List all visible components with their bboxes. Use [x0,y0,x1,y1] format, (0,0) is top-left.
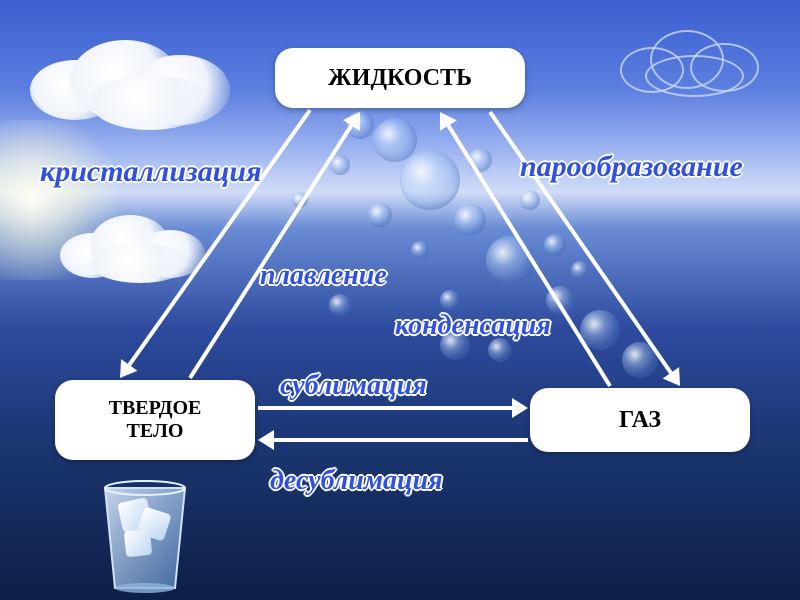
node-gas-label: ГАЗ [619,407,661,434]
bubble [373,118,417,162]
bubble [329,294,351,316]
label-condensation: конденсация [395,310,551,342]
bubble [440,290,460,310]
label-sublimation: сублимация [280,370,427,402]
bubble [622,342,658,378]
bubble [346,111,374,139]
diagram-stage: ЖИДКОСТЬ ТВЕРДОЕ ТЕЛО ГАЗ кристаллизация… [0,0,800,600]
bubble [292,192,308,208]
node-liquid-label: ЖИДКОСТЬ [328,65,472,92]
bubble [486,236,534,284]
bubble [400,150,460,210]
bubble [330,155,350,175]
glass-of-ice-icon [90,480,200,600]
label-crystallization: кристаллизация [40,155,262,189]
sun-glow [0,120,160,280]
node-liquid: ЖИДКОСТЬ [275,48,525,108]
bubble [454,204,486,236]
bubble [468,148,492,172]
bubble [544,234,566,256]
bubble [411,241,429,259]
bubble [368,203,392,227]
bubble [520,190,540,210]
node-gas: ГАЗ [530,388,750,452]
bubble [571,261,589,279]
label-vaporization: парообразование [520,150,743,184]
label-melting: плавление [260,260,387,292]
node-solid: ТВЕРДОЕ ТЕЛО [55,380,255,460]
node-solid-label: ТВЕРДОЕ ТЕЛО [109,397,202,443]
label-desublimation: десублимация [270,465,443,497]
bubble [580,310,620,350]
